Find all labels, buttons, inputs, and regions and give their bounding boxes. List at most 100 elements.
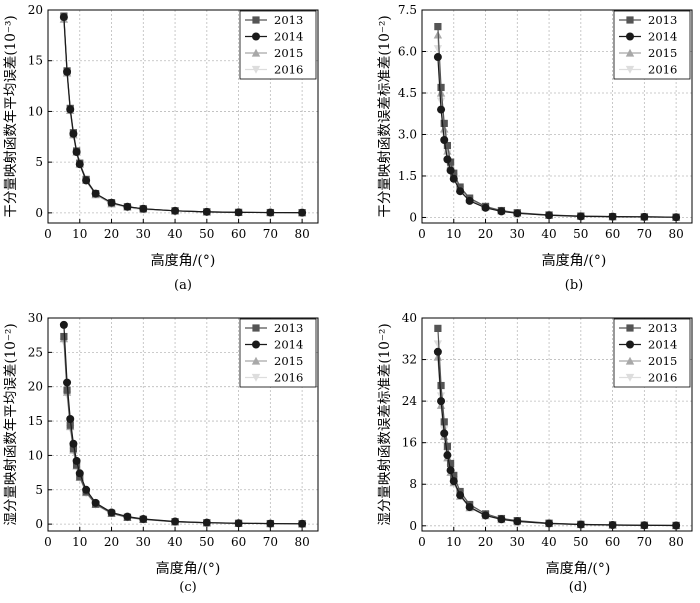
x-tick-label: 60 (231, 227, 246, 241)
legend-label: 2014 (648, 338, 677, 352)
legend-marker-2014 (626, 32, 634, 41)
legend-label: 2015 (648, 354, 677, 368)
y-tick-label: 40 (402, 311, 417, 325)
y-tick-label: 16 (402, 436, 417, 450)
y-tick-label: 5 (35, 483, 43, 497)
x-tick-label: 0 (418, 227, 426, 241)
data-point (433, 340, 443, 349)
data-point (608, 212, 617, 221)
x-tick-label: 80 (668, 535, 683, 549)
y-axis-label-unit: (10⁻²) (3, 323, 19, 363)
legend-marker-2016 (251, 373, 261, 382)
y-axis-label-unit: (10⁻²) (377, 323, 393, 363)
y-tick-label: 5 (35, 155, 43, 169)
chart-panel-b: 0 10 20 30 40 50 60 70 80 0 1.5 3.0 4.5 6.0 7.5 干分量映射函数… (377, 3, 693, 293)
chart-panel-d: 0 10 20 30 40 50 60 70 800816243240湿分量映射函数误差标准差(… (377, 311, 693, 595)
y-axis-label-unit: (10⁻³) (3, 15, 19, 55)
data-point (234, 519, 243, 528)
data-point (63, 386, 71, 394)
data-point (139, 514, 148, 523)
plot-area-frame (47, 317, 319, 532)
y-tick-label: 4.5 (398, 86, 417, 100)
data-point (72, 148, 81, 156)
legend-label: 2013 (648, 13, 677, 27)
legend-label: 2016 (648, 63, 677, 77)
legend-marker-2013 (252, 16, 260, 24)
legend: 2013 2014 2015 2016 (613, 318, 691, 388)
y-tick-label: 0 (35, 517, 43, 531)
legend-marker-2013 (626, 16, 634, 24)
x-tick-label: 0 (418, 535, 426, 549)
data-point (60, 332, 68, 341)
legend-label: 2016 (648, 371, 677, 385)
y-axis-label: 干分量映射函数误差标准差(10⁻²) (377, 15, 393, 217)
y-tick-label: 0 (409, 519, 417, 533)
data-point (440, 124, 449, 133)
data-point (72, 461, 81, 469)
series-line-2014 (437, 56, 677, 218)
data-point (545, 519, 554, 528)
legend-label: 2016 (274, 63, 303, 77)
data-point (446, 459, 455, 468)
data-point (66, 421, 74, 429)
data-point (608, 521, 617, 530)
data-point (640, 212, 649, 221)
data-point (465, 503, 474, 512)
data-point (434, 324, 442, 332)
x-tick-label: 40 (167, 227, 182, 241)
legend-marker-2015 (251, 356, 261, 365)
legend-label: 2015 (648, 46, 677, 60)
legend: 2013 2014 2015 2016 (239, 318, 317, 388)
legend-marker-2014 (252, 340, 260, 349)
y-axis-label: 干分量映射函数年平均误差(10⁻³) (3, 15, 19, 217)
data-point (446, 158, 455, 166)
data-point (72, 456, 81, 465)
data-point (497, 515, 506, 524)
data-point (450, 169, 458, 177)
data-point (481, 511, 490, 520)
x-tick-label: 50 (573, 227, 588, 241)
x-axis-label: 高度角/(°) (542, 252, 607, 269)
y-tick-label: 15 (28, 414, 43, 428)
plot-area-frame (421, 317, 693, 532)
legend-marker-2015 (625, 48, 635, 57)
plot-area-frame (47, 9, 319, 224)
data-point (123, 512, 132, 521)
data-point (69, 439, 78, 448)
data-point (443, 146, 452, 155)
data-point (69, 444, 78, 453)
data-point (450, 471, 458, 480)
data-point (440, 136, 449, 145)
x-tick-label: 40 (541, 227, 556, 241)
data-point (434, 22, 442, 31)
legend-marker-2015 (625, 356, 635, 365)
data-point (433, 347, 442, 356)
data-point (513, 209, 522, 218)
y-tick-label: 30 (28, 311, 43, 325)
data-point (437, 381, 445, 390)
x-tick-label: 30 (510, 227, 525, 241)
x-tick-label: 40 (541, 535, 556, 549)
x-tick-label: 70 (637, 227, 652, 241)
legend-label: 2014 (274, 30, 303, 44)
series-line-2014 (63, 324, 303, 525)
data-point (456, 183, 464, 191)
legend-label: 2014 (274, 338, 303, 352)
series-2014 (433, 347, 681, 530)
x-tick-label: 70 (263, 227, 278, 241)
data-point (433, 53, 442, 62)
x-tick-label: 10 (446, 535, 461, 549)
data-point (456, 491, 465, 500)
x-tick-label: 30 (136, 227, 151, 241)
data-point (545, 211, 554, 220)
data-point (449, 174, 458, 183)
legend-label: 2015 (274, 46, 303, 60)
data-point (437, 397, 446, 406)
x-tick-label: 50 (199, 535, 214, 549)
legend-marker-2014 (626, 340, 634, 349)
y-axis-label: 湿分量映射函数年平均误差(10⁻²) (3, 323, 19, 525)
data-point (82, 485, 91, 494)
y-tick-label: 7.5 (398, 3, 417, 17)
data-point (456, 187, 465, 196)
data-point (481, 203, 490, 212)
